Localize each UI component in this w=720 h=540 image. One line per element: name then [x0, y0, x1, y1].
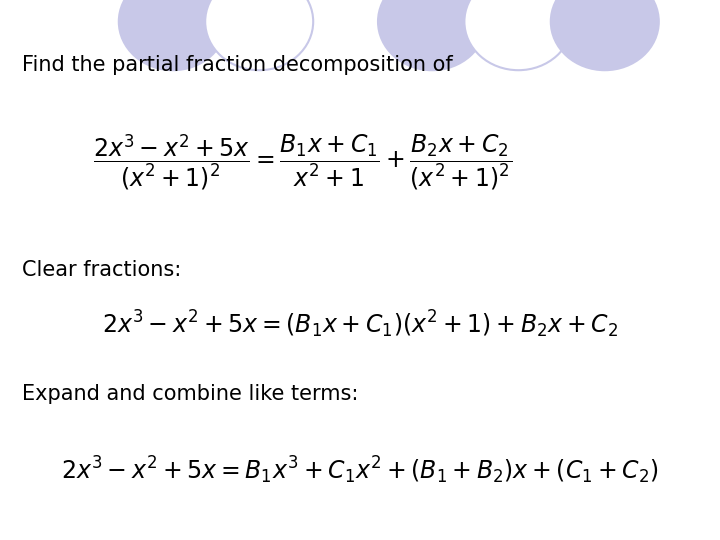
Ellipse shape — [464, 0, 572, 70]
Text: $\dfrac{2x^3 - x^2 + 5x}{\left(x^2+1\right)^2} = \dfrac{B_1x + C_1}{x^2+1} + \df: $\dfrac{2x^3 - x^2 + 5x}{\left(x^2+1\rig… — [93, 132, 512, 192]
Ellipse shape — [205, 0, 313, 70]
Ellipse shape — [551, 0, 659, 70]
Ellipse shape — [378, 0, 486, 70]
Text: Clear fractions:: Clear fractions: — [22, 260, 181, 280]
Ellipse shape — [119, 0, 227, 70]
Text: $2x^3 - x^2 + 5x = \left(B_1x + C_1\right)\left(x^2+1\right) + B_2x + C_2$: $2x^3 - x^2 + 5x = \left(B_1x + C_1\righ… — [102, 308, 618, 340]
Text: $2x^3 - x^2 + 5x = B_1x^3 + C_1x^2 + \left(B_1 + B_2\right)x + \left(C_1 + C_2\r: $2x^3 - x^2 + 5x = B_1x^3 + C_1x^2 + \le… — [61, 454, 659, 485]
Text: Find the partial fraction decomposition of: Find the partial fraction decomposition … — [22, 55, 452, 75]
Text: Expand and combine like terms:: Expand and combine like terms: — [22, 384, 358, 404]
